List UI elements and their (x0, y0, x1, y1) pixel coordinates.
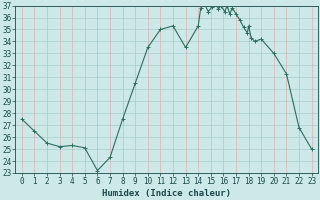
X-axis label: Humidex (Indice chaleur): Humidex (Indice chaleur) (102, 189, 231, 198)
